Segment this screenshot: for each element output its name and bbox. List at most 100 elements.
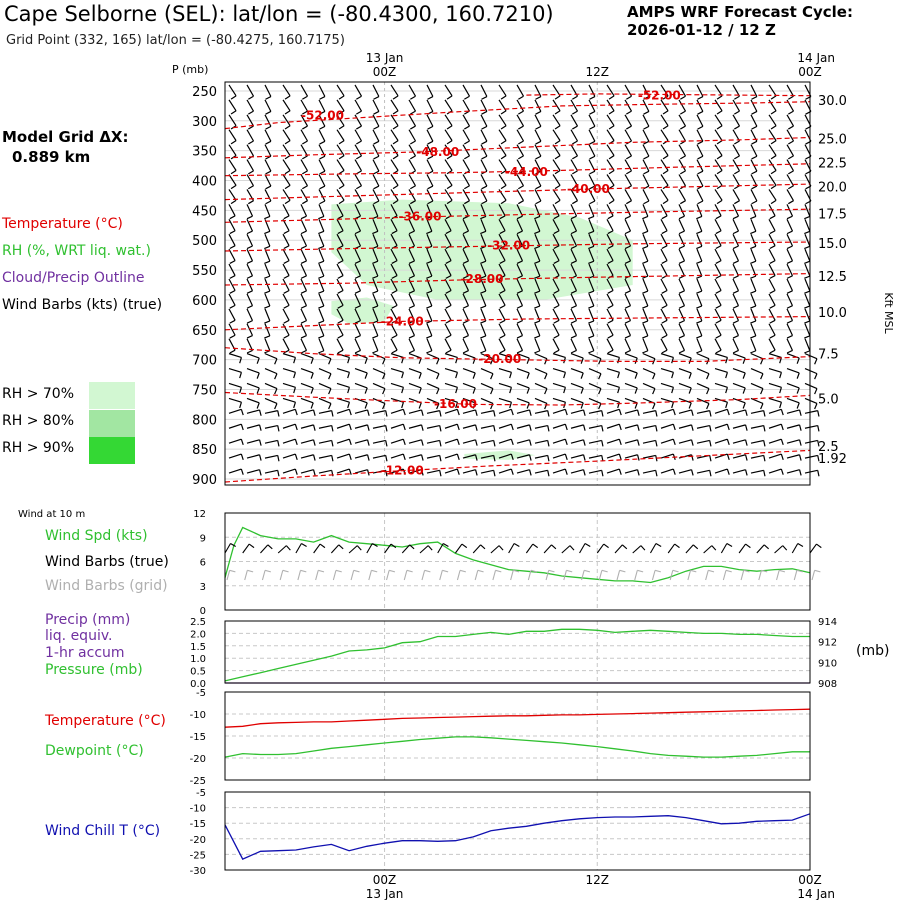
wind-barb-flag	[481, 96, 488, 100]
wind-barb	[372, 382, 386, 390]
wind-barb-flag	[426, 290, 433, 294]
wind-barb-flag	[284, 140, 291, 145]
wind-barb	[264, 454, 278, 459]
wind-barb-flag	[239, 387, 243, 394]
wind-barb-flag	[734, 170, 740, 175]
wind-barb	[444, 114, 453, 127]
wind-barb-flag	[410, 95, 416, 100]
legend-temperature: Temperature (°C)	[2, 216, 123, 232]
isotherm-label: -44.00	[505, 165, 548, 179]
wind-barb	[318, 99, 326, 112]
wind-barb-flag	[382, 403, 386, 410]
wind-barb-flag	[680, 125, 686, 130]
wind-barb-flag	[751, 200, 758, 205]
wind-barb	[768, 219, 776, 232]
wind-barb	[804, 410, 818, 414]
wind-barb-flag	[770, 199, 777, 205]
wind-barb	[354, 469, 368, 474]
wind-barb	[642, 469, 656, 474]
wind-barb-flag	[554, 184, 561, 190]
wind-barb-flag	[319, 185, 326, 190]
wind-barb	[534, 323, 541, 337]
wind-barb	[606, 189, 615, 201]
wind-barb	[534, 84, 542, 97]
series-line-temperature	[224, 708, 811, 728]
wind-barb-flag	[418, 372, 422, 379]
wind-barb	[390, 438, 404, 444]
wind-barb-grid	[244, 570, 248, 581]
wind-barb	[300, 308, 308, 321]
rh70-label: RH > 70%	[2, 386, 75, 402]
wind-barb	[786, 338, 794, 351]
wind-barb-flag	[661, 260, 668, 264]
wind-barb-flag	[750, 350, 757, 354]
wind-barb	[732, 99, 741, 112]
wind-barb-flag	[690, 409, 694, 416]
wind-barb-flag	[283, 319, 290, 324]
wind-barb	[678, 353, 692, 359]
wind-barb	[678, 397, 692, 404]
wind-barb-flag	[716, 169, 723, 175]
wind-barb	[300, 84, 309, 97]
wind-barb-grid	[421, 570, 426, 581]
wind-barb-flag	[283, 275, 290, 279]
wind-barb-flag	[607, 289, 614, 294]
wind-barb	[552, 99, 561, 112]
wind-barb	[804, 278, 811, 292]
wind-barb	[426, 263, 433, 277]
wind-barb-flag	[274, 373, 278, 380]
wind-barb	[300, 189, 309, 201]
wind-barb	[336, 248, 344, 261]
wind-barb-flag	[725, 387, 729, 394]
wind-barb-flag	[402, 468, 406, 475]
wind-barb	[264, 84, 272, 97]
wind-barb	[264, 382, 278, 390]
wind-barb	[768, 233, 776, 246]
wind-barb	[282, 293, 290, 306]
wind-barb-flag	[264, 305, 271, 309]
wind-barb-flag	[655, 410, 658, 417]
wind-barb-flag	[796, 372, 800, 379]
wind-barbs-grid	[226, 569, 821, 581]
wind-barb	[228, 248, 236, 261]
wind-barb-flag	[661, 289, 668, 294]
wind-barb-flag	[518, 125, 524, 130]
wind-barb	[228, 278, 236, 291]
wind-barb-flag	[265, 170, 272, 175]
wind-barb-flag	[258, 454, 262, 461]
wind-barb	[624, 308, 632, 321]
wind-barb-grid	[776, 570, 780, 581]
wind-barb	[768, 248, 776, 261]
wind-barb-flag	[283, 245, 290, 250]
wind-barb-flag	[500, 199, 507, 205]
wind-barb	[642, 129, 650, 142]
wind-barb	[480, 382, 494, 390]
wind-barb-flag	[240, 453, 244, 460]
wind-barb-flag	[274, 388, 278, 395]
wind-barb-flag	[265, 200, 272, 205]
wind-barb-flag	[804, 230, 811, 235]
wind-barb	[498, 382, 512, 388]
wind-barb	[444, 397, 458, 403]
wind-barb-grid-flag	[566, 569, 573, 573]
wind-barb-flag	[439, 455, 442, 462]
wind-barb-flag	[480, 275, 487, 279]
wind-barb-flag	[588, 290, 595, 294]
wind-barb-flag	[337, 230, 344, 235]
wind-barb	[552, 308, 560, 321]
wind-barb-true	[685, 544, 694, 554]
wind-barb-flag	[750, 335, 757, 339]
wind-barb-flag	[385, 425, 388, 432]
wind-barb-grid-flag	[247, 569, 254, 573]
wind-barb	[696, 439, 710, 444]
wind-barb	[408, 84, 417, 97]
wind-barb	[570, 308, 578, 321]
wind-barb-flag	[354, 305, 361, 309]
wind-barb-flag	[410, 185, 416, 190]
wind-barb	[264, 308, 271, 322]
wind-barb-grid	[740, 570, 745, 581]
wind-barb-flag	[580, 387, 584, 394]
wind-barb-flag	[817, 440, 820, 447]
wind-barb-flag	[356, 155, 362, 160]
wind-barb	[552, 248, 560, 261]
